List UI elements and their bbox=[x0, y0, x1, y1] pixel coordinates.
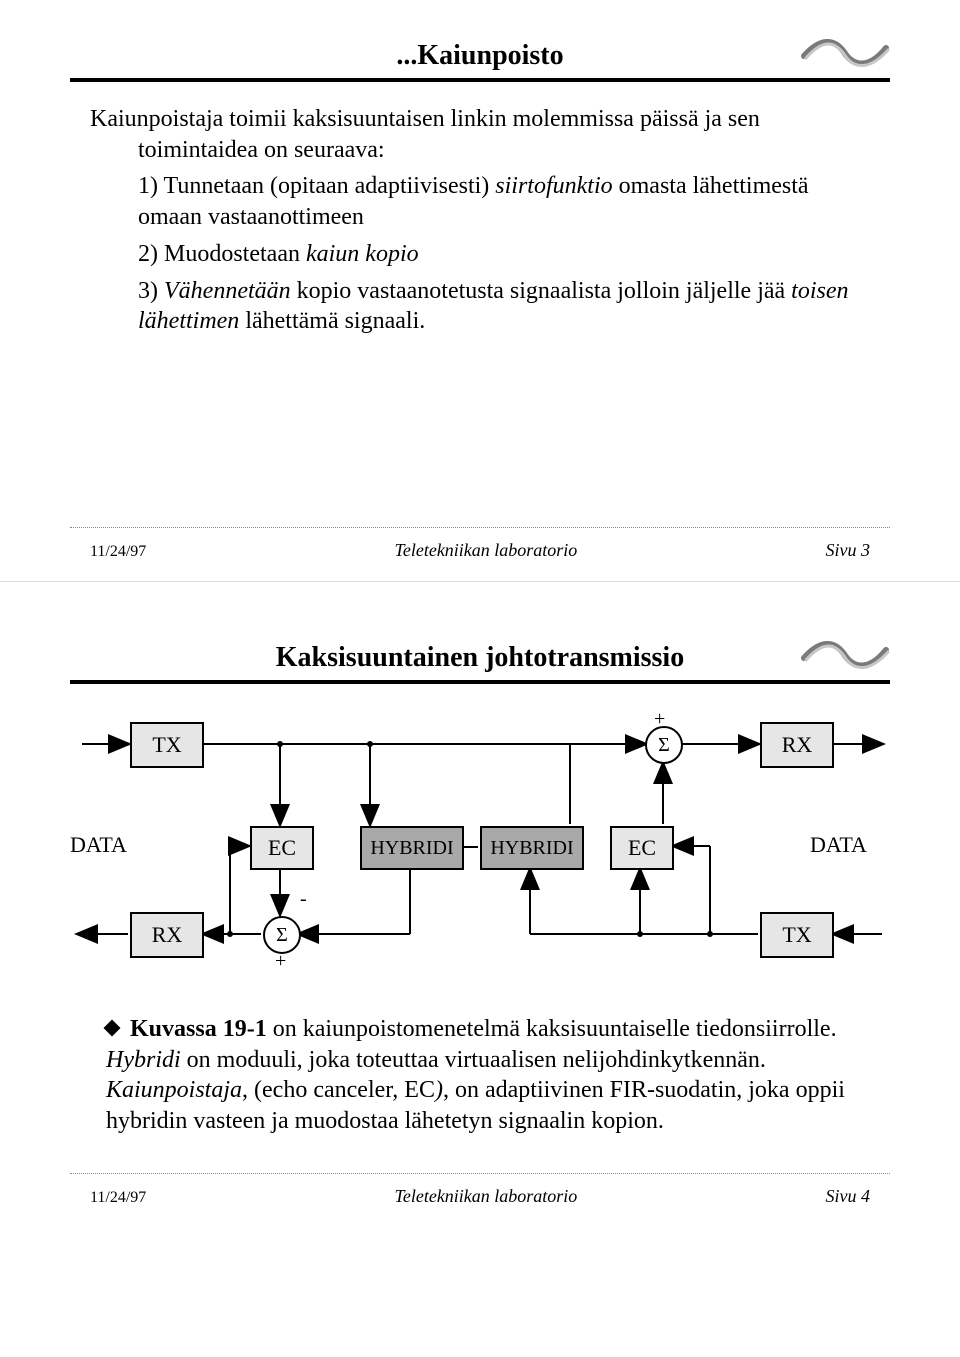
slide2-title: Kaksisuuntainen johtotransmissio bbox=[276, 642, 684, 673]
transmission-diagram: TX RX EC HYBRIDI HYBRIDI EC RX TX Σ Σ DA… bbox=[70, 714, 890, 974]
swoosh-icon bbox=[800, 34, 890, 70]
data-left-label: DATA bbox=[70, 832, 127, 858]
tx-right-block: TX bbox=[760, 912, 834, 958]
tx-left-block: TX bbox=[130, 722, 204, 768]
rx-right-block: RX bbox=[760, 722, 834, 768]
slide1-footer-date: 11/24/97 bbox=[90, 543, 146, 561]
slide2-para-a: Kuvassa 19-1 bbox=[130, 1016, 267, 1042]
slide1-title: ...Kaiunpoisto bbox=[396, 40, 563, 71]
plus-left: + bbox=[275, 950, 286, 973]
slide2-para-e: Kaiunpoistaja bbox=[106, 1077, 242, 1103]
diamond-bullet-icon bbox=[104, 1019, 121, 1036]
slide1-item1b: siirtofunktio bbox=[495, 173, 612, 199]
slide2-footer-rule bbox=[70, 1173, 890, 1174]
slide1-footer-rule bbox=[70, 527, 890, 528]
swoosh-icon bbox=[800, 636, 890, 672]
slide2-title-rule bbox=[70, 680, 890, 684]
plus-right: + bbox=[654, 708, 665, 731]
slide1-logo bbox=[800, 34, 890, 75]
ec-left-block: EC bbox=[250, 826, 314, 870]
slide-1: ...Kaiunpoisto Kaiunpoistaja toimii kaks… bbox=[0, 0, 960, 581]
minus-left: - bbox=[300, 888, 307, 911]
hybridi-left-block: HYBRIDI bbox=[360, 826, 464, 870]
slide1-item3: 3) Vähennetään kopio vastaanotetusta sig… bbox=[138, 276, 870, 337]
slide1-header: ...Kaiunpoisto bbox=[70, 40, 890, 72]
slide1-intro-text: Kaiunpoistaja toimii kaksisuuntaisen lin… bbox=[90, 106, 760, 163]
sum-right: Σ bbox=[645, 726, 683, 764]
minus-right: - bbox=[658, 760, 665, 783]
slide2-para-c: Hybridi bbox=[106, 1047, 181, 1073]
slide2-logo bbox=[800, 636, 890, 677]
slide1-footer-page: Sivu 3 bbox=[826, 540, 871, 561]
slide1-item1: 1) Tunnetaan (opitaan adaptiivisesti) si… bbox=[138, 171, 870, 232]
rx-left-block: RX bbox=[130, 912, 204, 958]
slide1-item3a: 3) bbox=[138, 278, 164, 304]
slide1-item3e: lähettämä signaali. bbox=[239, 308, 425, 334]
slide1-item2: 2) Muodostetaan kaiun kopio bbox=[138, 239, 870, 270]
slide1-body: Kaiunpoistaja toimii kaksisuuntaisen lin… bbox=[90, 104, 870, 337]
slide1-item2b: kaiun kopio bbox=[306, 241, 419, 267]
slide1-gap bbox=[70, 337, 890, 487]
slide1-item3c: kopio vastaanotetusta signaalista jolloi… bbox=[291, 278, 792, 304]
slide2-footer-center: Teletekniikan laboratorio bbox=[394, 1186, 577, 1207]
ec-right-block: EC bbox=[610, 826, 674, 870]
slide2-para-b: on kaiunpoistomenetelmä kaksisuuntaisell… bbox=[267, 1016, 837, 1042]
slide1-title-rule bbox=[70, 78, 890, 82]
slide2-footer-date: 11/24/97 bbox=[90, 1189, 146, 1207]
slide1-intro: Kaiunpoistaja toimii kaksisuuntaisen lin… bbox=[90, 104, 870, 165]
slide1-item1a: 1) Tunnetaan (opitaan adaptiivisesti) bbox=[138, 173, 495, 199]
slide1-footer: 11/24/97 Teletekniikan laboratorio Sivu … bbox=[90, 536, 870, 561]
slide2-footer: 11/24/97 Teletekniikan laboratorio Sivu … bbox=[90, 1182, 870, 1207]
slide2-paragraph: Kuvassa 19-1 on kaiunpoistomenetelmä kak… bbox=[106, 1014, 870, 1137]
slide2-para-d: on moduuli, joka toteuttaa virtuaalisen … bbox=[181, 1047, 766, 1073]
hybridi-right-block: HYBRIDI bbox=[480, 826, 584, 870]
slide1-item3b: Vähennetään bbox=[164, 278, 291, 304]
slide1-footer-center: Teletekniikan laboratorio bbox=[394, 540, 577, 561]
slide2-footer-page: Sivu 4 bbox=[826, 1186, 871, 1207]
slide2-para-g: ) bbox=[435, 1077, 443, 1103]
data-right-label: DATA bbox=[810, 832, 867, 858]
slide2-para-f: , (echo canceler, EC bbox=[242, 1077, 435, 1103]
slide-2: Kaksisuuntainen johtotransmissio bbox=[0, 581, 960, 1227]
sum-left: Σ bbox=[263, 916, 301, 954]
slide1-item2a: 2) Muodostetaan bbox=[138, 241, 306, 267]
slide2-header: Kaksisuuntainen johtotransmissio bbox=[70, 642, 890, 674]
